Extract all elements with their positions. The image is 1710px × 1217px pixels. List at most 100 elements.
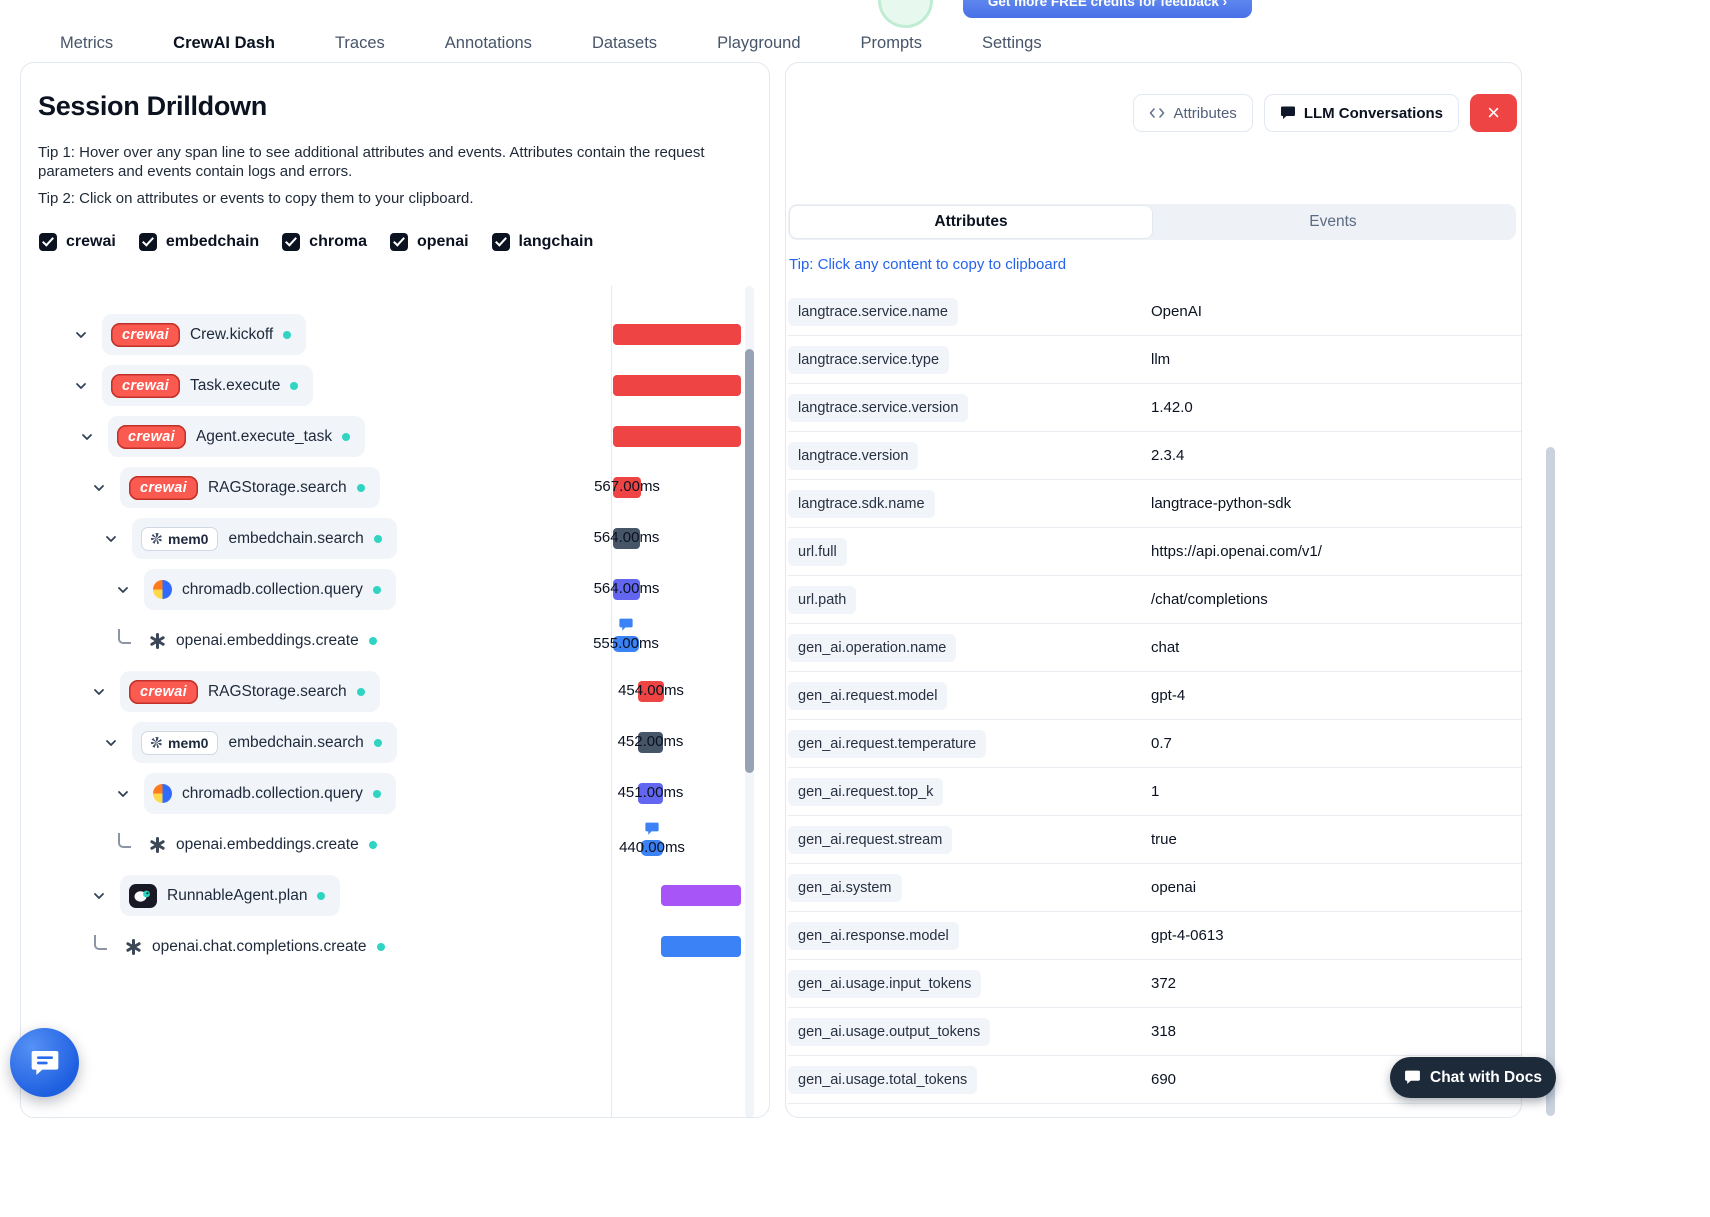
attribute-value[interactable]: 372 bbox=[1151, 975, 1177, 992]
attribute-row[interactable]: gen_ai.request.stream true bbox=[788, 816, 1521, 864]
chevron-down-icon[interactable] bbox=[69, 374, 93, 398]
tab-attributes[interactable]: Attributes bbox=[790, 206, 1152, 238]
span-row[interactable]: crewai Task.execute bbox=[21, 360, 769, 411]
checkbox-checked-icon[interactable] bbox=[39, 233, 57, 251]
attribute-row[interactable]: gen_ai.operation.name chat bbox=[788, 624, 1521, 672]
attribute-row[interactable]: gen_ai.usage.total_tokens 690 bbox=[788, 1056, 1521, 1104]
page-scrollbar-thumb[interactable] bbox=[1546, 447, 1555, 1116]
span-timeline-bar[interactable] bbox=[638, 732, 663, 753]
attribute-value[interactable]: OpenAI bbox=[1151, 303, 1202, 320]
attribute-value[interactable]: langtrace-python-sdk bbox=[1151, 495, 1292, 512]
attribute-value[interactable]: openai bbox=[1151, 879, 1197, 896]
attribute-key[interactable]: gen_ai.operation.name bbox=[788, 633, 957, 662]
tab-metrics[interactable]: Metrics bbox=[38, 22, 135, 70]
span-row[interactable]: chromadb.collection.query 564.00ms bbox=[21, 564, 769, 615]
attribute-value[interactable]: chat bbox=[1151, 639, 1180, 656]
span-row[interactable]: crewai RAGStorage.search 567.00ms bbox=[21, 462, 769, 513]
attribute-key[interactable]: gen_ai.request.temperature bbox=[788, 729, 987, 758]
attribute-value[interactable]: llm bbox=[1151, 351, 1171, 368]
close-button[interactable]: × bbox=[1470, 94, 1517, 132]
span-row[interactable]: RunnableAgent.plan bbox=[21, 870, 769, 921]
attribute-value[interactable]: 1 bbox=[1151, 783, 1160, 800]
span-row[interactable]: openai.chat.completions.create bbox=[21, 921, 769, 972]
span-timeline-bar[interactable] bbox=[638, 783, 663, 804]
span-row[interactable]: openai.embeddings.create 555.00ms bbox=[21, 615, 769, 666]
chevron-down-icon[interactable] bbox=[69, 323, 93, 347]
filter-langchain[interactable]: langchain bbox=[491, 233, 593, 251]
filter-chroma[interactable]: chroma bbox=[282, 233, 367, 251]
attribute-value[interactable]: 1.42.0 bbox=[1151, 399, 1193, 416]
filter-crewai[interactable]: crewai bbox=[39, 233, 116, 251]
chevron-down-icon[interactable] bbox=[87, 680, 111, 704]
span-timeline-bar[interactable] bbox=[613, 477, 641, 498]
attribute-value[interactable]: /chat/completions bbox=[1151, 591, 1268, 608]
attribute-row[interactable]: url.path/chat/completions bbox=[788, 576, 1521, 624]
attribute-row[interactable]: gen_ai.response.model gpt-4-0613 bbox=[788, 912, 1521, 960]
span-row[interactable]: crewai Agent.execute_task bbox=[21, 411, 769, 462]
chevron-down-icon[interactable] bbox=[87, 476, 111, 500]
attribute-key[interactable]: gen_ai.response.model bbox=[788, 921, 959, 950]
tree-scrollbar-thumb[interactable] bbox=[745, 349, 754, 773]
span-timeline-bar[interactable] bbox=[613, 324, 741, 345]
tab-annotations[interactable]: Annotations bbox=[423, 22, 554, 70]
span-timeline-bar[interactable] bbox=[638, 681, 664, 702]
checkbox-checked-icon[interactable] bbox=[491, 233, 510, 251]
attribute-row[interactable]: gen_ai.system openai bbox=[788, 864, 1521, 912]
tab-playground[interactable]: Playground bbox=[695, 22, 822, 70]
attribute-key[interactable]: gen_ai.request.top_k bbox=[788, 777, 944, 806]
span-row[interactable]: mem0 embedchain.search 564.00ms bbox=[21, 513, 769, 564]
attributes-button[interactable]: Attributes bbox=[1133, 94, 1253, 132]
span-timeline-bar[interactable] bbox=[613, 579, 640, 600]
attribute-row[interactable]: url.full https://api.openai.com/v1/ bbox=[788, 528, 1521, 576]
attribute-row[interactable]: gen_ai.request.model gpt-4 bbox=[788, 672, 1521, 720]
attribute-value[interactable]: https://api.openai.com/v1/ bbox=[1151, 543, 1322, 560]
checkbox-checked-icon[interactable] bbox=[389, 233, 408, 251]
chat-with-docs-button[interactable]: Chat with Docs bbox=[1390, 1057, 1556, 1098]
attribute-key[interactable]: url.full bbox=[788, 537, 847, 566]
attribute-key[interactable]: url.path bbox=[788, 585, 857, 614]
filter-embedchain[interactable]: embedchain bbox=[138, 233, 259, 251]
attribute-key[interactable]: langtrace.service.name bbox=[788, 297, 958, 326]
attribute-key[interactable]: gen_ai.usage.input_tokens bbox=[788, 969, 982, 998]
chevron-down-icon[interactable] bbox=[111, 782, 135, 806]
span-timeline-bar[interactable] bbox=[613, 636, 639, 652]
tab-datasets[interactable]: Datasets bbox=[570, 22, 679, 70]
attribute-key[interactable]: langtrace.service.version bbox=[788, 393, 969, 422]
attribute-row[interactable]: langtrace.sdk.name langtrace-python-sdk bbox=[788, 480, 1521, 528]
chevron-down-icon[interactable] bbox=[75, 425, 99, 449]
span-timeline-bar[interactable] bbox=[613, 426, 741, 447]
attribute-key[interactable]: gen_ai.system bbox=[788, 873, 902, 902]
tab-prompts[interactable]: Prompts bbox=[839, 22, 944, 70]
attribute-row[interactable]: gen_ai.request.top_k 1 bbox=[788, 768, 1521, 816]
span-timeline-bar[interactable] bbox=[661, 936, 741, 957]
chevron-down-icon[interactable] bbox=[87, 884, 111, 908]
attribute-key[interactable]: langtrace.service.type bbox=[788, 345, 950, 374]
filter-openai[interactable]: openai bbox=[389, 233, 469, 251]
checkbox-checked-icon[interactable] bbox=[282, 233, 301, 251]
span-timeline-bar[interactable] bbox=[613, 375, 741, 396]
attribute-row[interactable]: langtrace.service.type llm bbox=[788, 336, 1521, 384]
llm-conversations-button[interactable]: LLM Conversations bbox=[1263, 94, 1459, 132]
attribute-key[interactable]: gen_ai.usage.output_tokens bbox=[788, 1017, 991, 1046]
attribute-row[interactable]: langtrace.version 2.3.4 bbox=[788, 432, 1521, 480]
attribute-value[interactable]: gpt-4-0613 bbox=[1151, 927, 1224, 944]
span-timeline-bar[interactable] bbox=[613, 528, 640, 549]
chevron-down-icon[interactable] bbox=[99, 527, 123, 551]
tab-traces[interactable]: Traces bbox=[313, 22, 407, 70]
attribute-row[interactable]: gen_ai.usage.input_tokens 372 bbox=[788, 960, 1521, 1008]
attribute-row[interactable]: gen_ai.usage.output_tokens 318 bbox=[788, 1008, 1521, 1056]
attribute-key[interactable]: langtrace.sdk.name bbox=[788, 489, 935, 518]
span-row[interactable]: openai.embeddings.create 440.00ms bbox=[21, 819, 769, 870]
chevron-down-icon[interactable] bbox=[99, 731, 123, 755]
checkbox-checked-icon[interactable] bbox=[138, 233, 157, 251]
attribute-value[interactable]: true bbox=[1151, 831, 1177, 848]
span-timeline-bar[interactable] bbox=[661, 885, 741, 906]
attribute-row[interactable]: langtrace.service.version 1.42.0 bbox=[788, 384, 1521, 432]
attribute-key[interactable]: gen_ai.usage.total_tokens bbox=[788, 1065, 978, 1094]
span-row[interactable]: crewai RAGStorage.search 454.00ms bbox=[21, 666, 769, 717]
credits-button[interactable]: Get more FREE credits for feedback › bbox=[963, 0, 1252, 18]
attribute-key[interactable]: gen_ai.request.model bbox=[788, 681, 948, 710]
attribute-value[interactable]: gpt-4 bbox=[1151, 687, 1186, 704]
attribute-value[interactable]: 318 bbox=[1151, 1023, 1177, 1040]
span-row[interactable]: mem0 embedchain.search 452.00ms bbox=[21, 717, 769, 768]
